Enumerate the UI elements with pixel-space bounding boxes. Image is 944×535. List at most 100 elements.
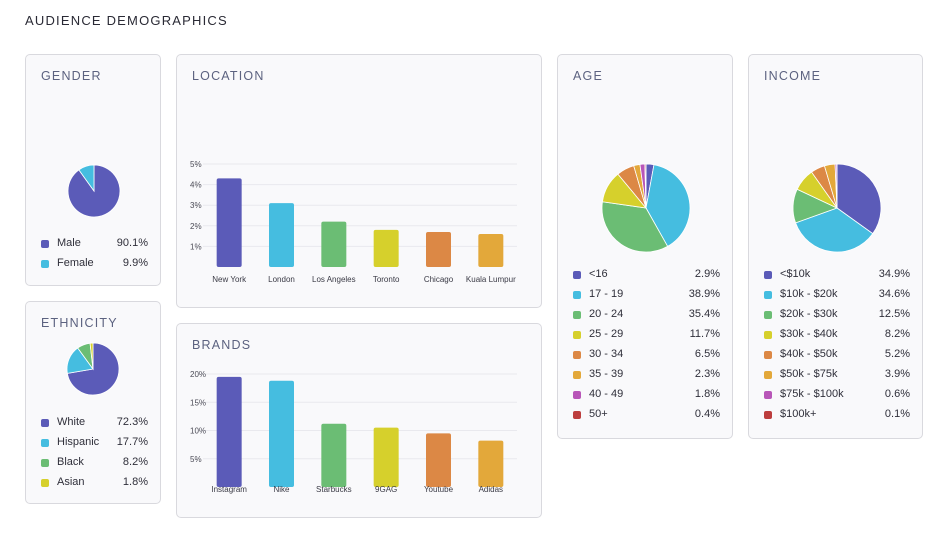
x-category-label: New York [212, 275, 247, 284]
age-card: AGE <16 2.9% 17 - 19 38.9% 20 - 24 35.4% 25 - … [557, 54, 733, 439]
legend-value: 9.9% [122, 257, 148, 269]
legend-label: 30 - 34 [589, 348, 624, 360]
x-category-label: Instagram [211, 485, 247, 494]
y-tick-label: 2% [190, 222, 202, 231]
legend-value: 0.6% [884, 388, 910, 400]
income-slice-10k-20k [795, 207, 874, 253]
legend-swatch [573, 331, 581, 339]
ethnicity-card: ETHNICITY White 72.3% Hispanic 17.7% Black 8.… [25, 301, 161, 504]
legend-item-50: 50+ 0.4% [573, 408, 720, 428]
y-tick-label: 5% [190, 455, 202, 464]
legend-label: 20 - 24 [589, 308, 624, 320]
legend-label: 50+ [589, 408, 608, 420]
gender-legend: Male 90.1% Female 9.9% [41, 237, 148, 277]
income-card: INCOME <$10k 34.9% $10k - $20k 34.6% $20k - … [748, 54, 923, 439]
legend-item-30k-40k: $30k - $40k 8.2% [764, 328, 910, 348]
legend-item-asian: Asian 1.8% [41, 476, 148, 496]
legend-swatch [41, 479, 49, 487]
x-category-label: Kuala Lumpur [466, 275, 516, 284]
legend-item-35-39: 35 - 39 2.3% [573, 368, 720, 388]
legend-label: <16 [589, 268, 608, 280]
gender-card: GENDER Male 90.1% Female 9.9% [25, 54, 161, 286]
legend-item-20k-30k: $20k - $30k 12.5% [764, 308, 910, 328]
y-tick-label: 10% [190, 427, 206, 436]
legend-item-white: White 72.3% [41, 416, 148, 436]
brands-bar-youtube [426, 433, 451, 487]
legend-item-50k-75k: $50k - $75k 3.9% [764, 368, 910, 388]
location-bar-kuala-lumpur [478, 234, 504, 267]
legend-swatch [41, 240, 49, 248]
income-legend: <$10k 34.9% $10k - $20k 34.6% $20k - $30k 12.… [764, 268, 910, 428]
ethnicity-title: ETHNICITY [41, 316, 118, 330]
legend-label: White [57, 416, 86, 428]
legend-swatch [764, 271, 772, 279]
income-slice-10k [836, 163, 882, 235]
x-category-label: Starbucks [316, 485, 352, 494]
legend-swatch [41, 260, 49, 268]
legend-label: $20k - $30k [780, 308, 838, 320]
legend-label: Female [57, 257, 94, 269]
location-bar-toronto [373, 229, 399, 267]
age-slice-17-19 [645, 164, 691, 247]
legend-label: Black [57, 456, 84, 468]
legend-item-40-49: 40 - 49 1.8% [573, 388, 720, 408]
legend-item-10k: <$10k 34.9% [764, 268, 910, 288]
brands-bar-nike [269, 380, 294, 487]
legend-item-16: <16 2.9% [573, 268, 720, 288]
location-card: LOCATION 1% 2% 3% 4% 5% New York London Los Ang… [176, 54, 542, 308]
legend-label: <$10k [780, 268, 811, 280]
y-tick-label: 1% [190, 242, 202, 251]
x-category-label: 9GAG [375, 485, 397, 494]
legend-item-75k-100k: $75k - $100k 0.6% [764, 388, 910, 408]
y-tick-label: 5% [190, 160, 202, 169]
legend-item-20-24: 20 - 24 35.4% [573, 308, 720, 328]
legend-swatch [573, 291, 581, 299]
legend-label: Asian [57, 476, 85, 488]
legend-swatch [573, 271, 581, 279]
x-category-label: London [268, 275, 295, 284]
legend-swatch [41, 439, 49, 447]
legend-swatch [764, 351, 772, 359]
gender-title: GENDER [41, 69, 102, 83]
page-title: AUDIENCE DEMOGRAPHICS [25, 13, 228, 28]
legend-item-male: Male 90.1% [41, 237, 148, 257]
brands-bar-adidas [478, 440, 504, 487]
legend-swatch [41, 419, 49, 427]
legend-label: 40 - 49 [589, 388, 624, 400]
legend-value: 6.5% [694, 348, 720, 360]
x-category-label: Los Angeles [312, 275, 356, 284]
x-category-label: Youtube [424, 485, 454, 494]
legend-swatch [573, 391, 581, 399]
location-bar-new-york [216, 178, 242, 267]
brands-bar-chart: 5% 10% 15% 20% Instagram Nike Starbucks 9GAG You… [190, 370, 517, 494]
legend-swatch [41, 459, 49, 467]
age-legend: <16 2.9% 17 - 19 38.9% 20 - 24 35.4% 25 - 29 11… [573, 268, 720, 428]
legend-label: 17 - 19 [589, 288, 624, 300]
legend-value: 1.8% [694, 388, 720, 400]
legend-value: 2.3% [694, 368, 720, 380]
legend-value: 34.6% [878, 288, 910, 300]
y-tick-label: 3% [190, 201, 202, 210]
gender-slice-male [67, 164, 121, 218]
legend-label: $75k - $100k [780, 388, 844, 400]
legend-swatch [764, 291, 772, 299]
legend-label: $50k - $75k [780, 368, 838, 380]
legend-value: 17.7% [116, 436, 148, 448]
y-tick-label: 20% [190, 370, 206, 379]
age-title: AGE [573, 69, 603, 83]
legend-swatch [573, 351, 581, 359]
x-category-label: Adidas [479, 485, 503, 494]
brands-bar-9gag [373, 427, 399, 487]
legend-value: 0.1% [884, 408, 910, 420]
legend-label: Hispanic [57, 436, 100, 448]
legend-value: 5.2% [884, 348, 910, 360]
income-pie [792, 163, 882, 253]
brands-card: BRANDS 5% 10% 15% 20% Instagram Nike Starbucks… [176, 323, 542, 518]
y-tick-label: 4% [190, 181, 202, 190]
brands-bar-starbucks [321, 423, 347, 487]
location-bar-chicago [426, 231, 451, 267]
legend-label: $30k - $40k [780, 328, 838, 340]
legend-label: $100k+ [780, 408, 817, 420]
location-title: LOCATION [192, 69, 265, 83]
legend-value: 38.9% [688, 288, 720, 300]
